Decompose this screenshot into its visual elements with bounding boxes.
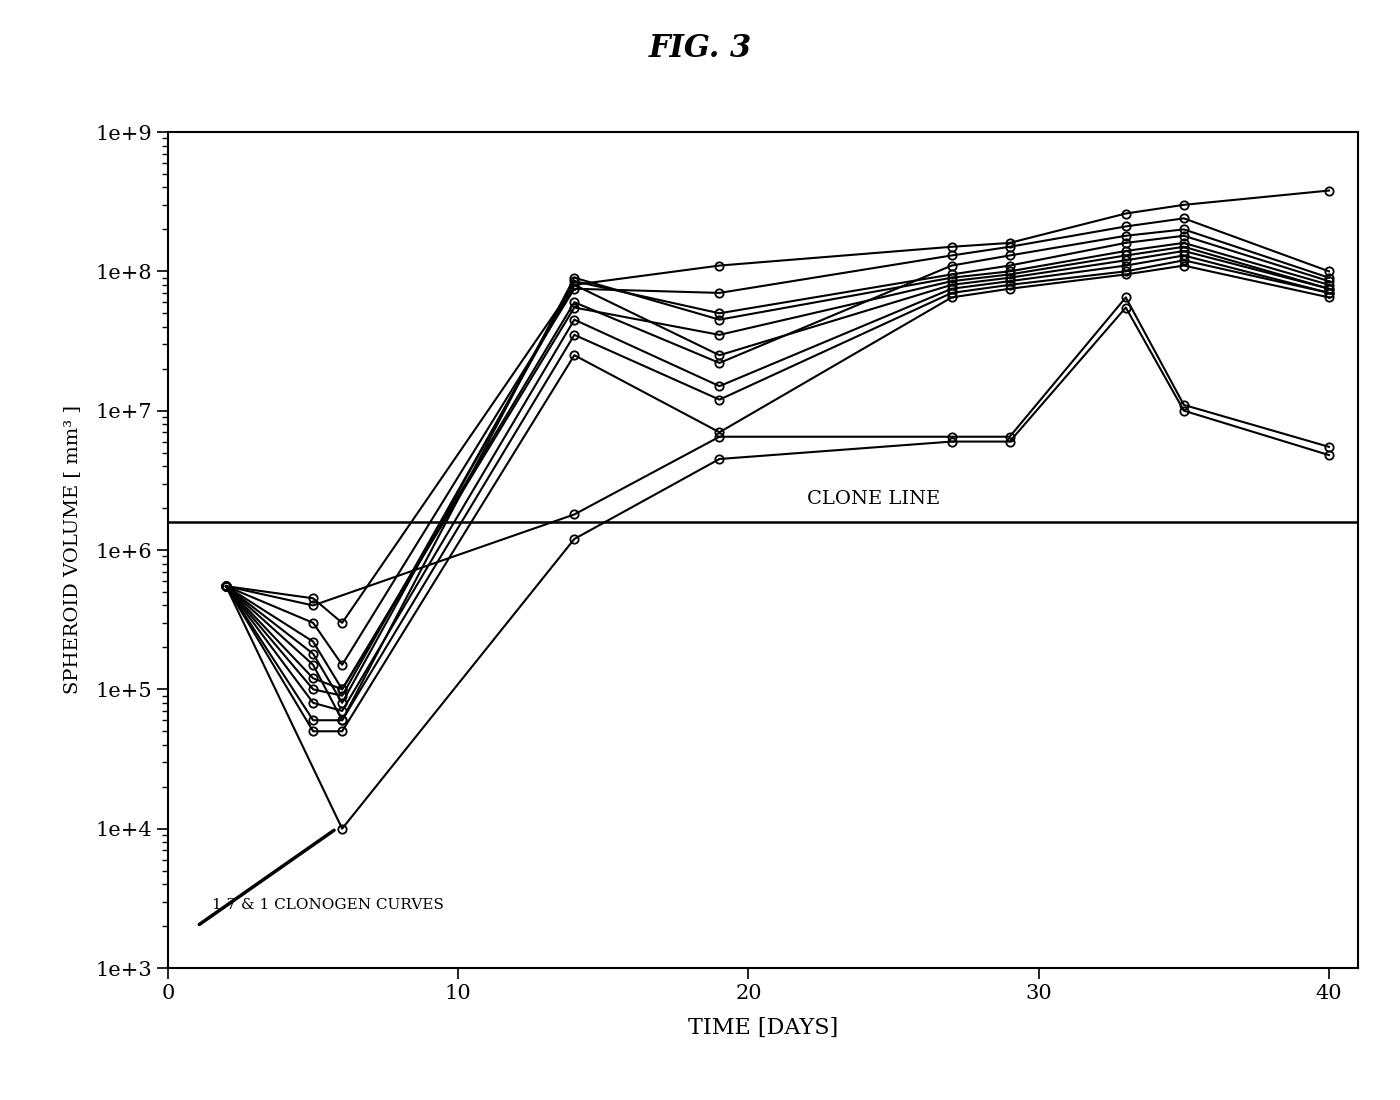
X-axis label: TIME [DAYS]: TIME [DAYS]: [687, 1016, 839, 1038]
Text: 1.7 & 1 CLONOGEN CURVES: 1.7 & 1 CLONOGEN CURVES: [211, 898, 444, 912]
Text: CLONE LINE: CLONE LINE: [806, 491, 939, 508]
Y-axis label: SPHEROID VOLUME [ mm³ ]: SPHEROID VOLUME [ mm³ ]: [63, 406, 81, 694]
Text: FIG. 3: FIG. 3: [648, 33, 752, 64]
